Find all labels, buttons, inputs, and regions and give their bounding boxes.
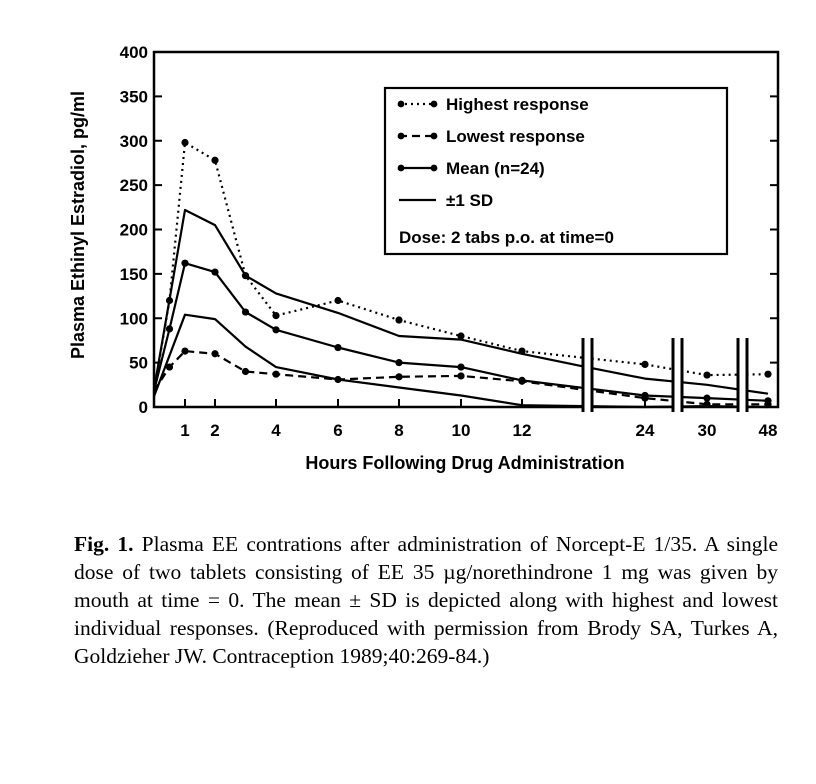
data-point-1 — [241, 367, 250, 376]
data-point-0 — [334, 296, 342, 305]
x-tick-label: 30 — [698, 421, 717, 440]
data-point-1 — [395, 373, 403, 381]
series-line-4 — [152, 313, 769, 409]
x-tick-label: 10 — [452, 421, 471, 440]
data-point-0 — [764, 370, 772, 378]
y-tick-label: 150 — [120, 265, 148, 284]
x-tick-label: 4 — [271, 421, 281, 440]
data-point-2 — [334, 343, 342, 352]
legend-label-3: ±1 SD — [446, 191, 493, 210]
data-point-2 — [241, 308, 250, 316]
data-point-2 — [211, 268, 219, 276]
legend-label-2: Mean (n=24) — [446, 159, 545, 178]
data-point-0 — [395, 316, 403, 324]
y-axis-title: Plasma Ethinyl Estradiol, pg/ml — [68, 91, 88, 359]
data-point-1 — [272, 370, 280, 378]
x-axis-title: Hours Following Drug Administration — [305, 453, 624, 473]
data-point-0 — [272, 311, 280, 320]
data-point-1 — [181, 347, 189, 355]
data-point-1 — [457, 372, 465, 380]
y-tick-label: 50 — [129, 354, 148, 373]
y-tick-label: 100 — [120, 309, 148, 328]
caption-text: Plasma EE contrations after administrati… — [74, 531, 779, 668]
dose-annotation: Dose: 2 tabs p.o. at time=0 — [399, 228, 614, 247]
axis-break-gap — [738, 338, 747, 412]
data-point-0 — [641, 360, 649, 368]
data-point-0 — [703, 371, 711, 379]
axis-break-gap — [583, 338, 592, 412]
x-tick-label: 6 — [333, 421, 342, 440]
x-tick-label: 48 — [759, 421, 778, 440]
x-tick-label: 24 — [636, 421, 655, 440]
legend-label-0: Highest response — [446, 95, 589, 114]
data-point-0 — [457, 332, 465, 340]
legend-marker — [430, 100, 438, 108]
legend-marker — [397, 100, 405, 108]
y-tick-label: 400 — [120, 43, 148, 62]
legend-marker — [430, 164, 438, 172]
series-line-3 — [152, 208, 769, 395]
data-point-2 — [457, 363, 465, 371]
axis-break-gap — [673, 338, 682, 412]
data-point-1 — [165, 363, 174, 371]
y-tick-label: 300 — [120, 132, 148, 151]
x-tick-label: 2 — [210, 421, 219, 440]
y-tick-label: 200 — [120, 221, 148, 240]
data-point-0 — [211, 156, 219, 164]
data-point-2 — [181, 259, 189, 267]
legend-marker — [397, 132, 405, 140]
legend-marker — [397, 164, 405, 172]
x-tick-label: 8 — [394, 421, 403, 440]
y-tick-label: 350 — [120, 87, 148, 106]
x-tick-label: 12 — [513, 421, 532, 440]
data-point-0 — [181, 138, 189, 147]
figure-caption: Fig. 1. Plasma EE contrations after admi… — [74, 530, 778, 670]
caption-label: Fig. 1. — [74, 531, 134, 556]
data-point-2 — [518, 376, 526, 384]
data-point-2 — [703, 394, 711, 402]
data-point-2 — [641, 391, 649, 400]
y-tick-label: 0 — [139, 398, 148, 417]
legend-marker — [430, 132, 438, 140]
data-point-2 — [272, 326, 280, 334]
data-point-2 — [395, 359, 403, 367]
legend-label-1: Lowest response — [446, 127, 585, 146]
legend-box — [383, 86, 729, 256]
data-point-1 — [211, 350, 219, 358]
y-tick-label: 250 — [120, 176, 148, 195]
data-point-2 — [165, 325, 174, 333]
x-tick-label: 1 — [180, 421, 189, 440]
